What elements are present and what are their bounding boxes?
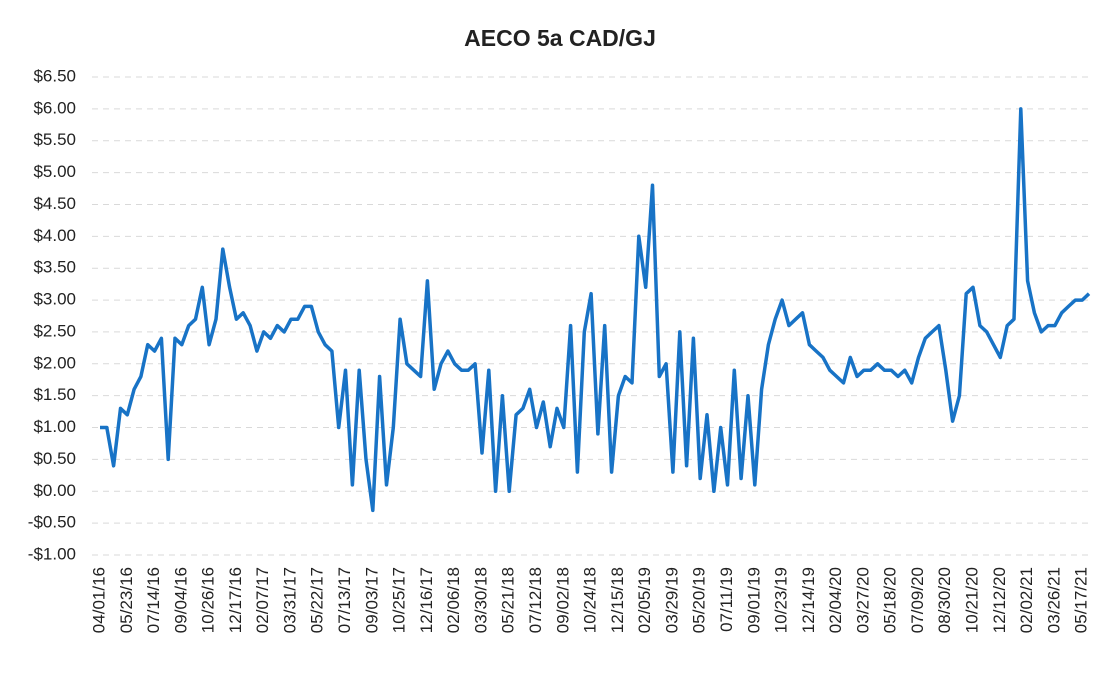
y-tick-label: $2.50: [33, 321, 76, 340]
x-tick-label: 02/04/20: [826, 567, 845, 633]
x-tick-label: 02/07/17: [253, 567, 272, 633]
x-tick-label: 05/22/17: [308, 567, 327, 633]
x-tick-label: 12/14/19: [799, 567, 818, 633]
x-tick-label: 08/30/20: [935, 567, 954, 633]
y-tick-label: $1.50: [33, 385, 76, 404]
y-tick-label: $6.50: [33, 66, 76, 85]
x-tick-label: 09/01/19: [744, 567, 763, 633]
y-tick-label: $4.00: [33, 226, 76, 245]
x-tick-label: 05/23/16: [117, 567, 136, 633]
x-tick-label: 12/17/16: [226, 567, 245, 633]
y-tick-label: $4.50: [33, 194, 76, 213]
chart-title: AECO 5a CAD/GJ: [464, 25, 656, 51]
y-tick-label: $5.00: [33, 162, 76, 181]
x-tick-label: 02/06/18: [444, 567, 463, 633]
x-tick-label: 07/12/18: [526, 567, 545, 633]
y-tick-label: $2.00: [33, 353, 76, 372]
y-tick-label: $0.00: [33, 481, 76, 500]
x-tick-label: 12/16/17: [417, 567, 436, 633]
x-tick-label: 07/11/19: [717, 567, 736, 632]
x-tick-label: 05/21/18: [499, 567, 518, 633]
x-tick-label: 09/02/18: [553, 567, 572, 633]
y-tick-label: -$0.50: [28, 513, 76, 532]
x-tick-label: 05/20/19: [690, 567, 709, 633]
x-tick-label: 09/03/17: [362, 567, 381, 633]
line: [100, 107, 1091, 513]
x-tick-label: 10/23/19: [772, 567, 791, 633]
x-tick-label: 10/24/18: [581, 567, 600, 633]
y-tick-label: $3.00: [33, 290, 76, 309]
x-tick-label: 10/26/16: [199, 567, 218, 633]
x-tick-label: 12/15/18: [608, 567, 627, 633]
x-tick-label: 12/12/20: [990, 567, 1009, 633]
x-tick-label: 07/14/16: [144, 567, 163, 633]
x-tick-label: 05/18/20: [881, 567, 900, 633]
y-tick-label: $6.00: [33, 98, 76, 117]
x-tick-label: 03/29/19: [662, 567, 681, 633]
y-tick-label: $3.50: [33, 258, 76, 277]
y-tick-label: $5.50: [33, 130, 76, 149]
x-tick-label: 03/31/17: [280, 567, 299, 633]
y-tick-label: $0.50: [33, 449, 76, 468]
y-tick-label: $1.00: [33, 417, 76, 436]
x-tick-label: 07/13/17: [335, 567, 354, 633]
x-tick-label: 04/01/16: [89, 567, 108, 633]
x-tick-label: 02/02/21: [1017, 567, 1036, 633]
x-tick-label: 10/25/17: [390, 567, 409, 633]
y-tick-label: -$1.00: [28, 544, 76, 563]
x-tick-label: 02/05/19: [635, 567, 654, 633]
x-tick-label: 03/26/21: [1044, 567, 1063, 633]
x-tick-label: 05/17/21: [1072, 567, 1091, 633]
x-tick-label: 03/30/18: [471, 567, 490, 633]
x-tick-label: 10/21/20: [963, 567, 982, 633]
x-tick-label: 09/04/16: [171, 567, 190, 633]
x-tick-label: 07/09/20: [908, 567, 927, 633]
x-tick-label: 03/27/20: [853, 567, 872, 633]
